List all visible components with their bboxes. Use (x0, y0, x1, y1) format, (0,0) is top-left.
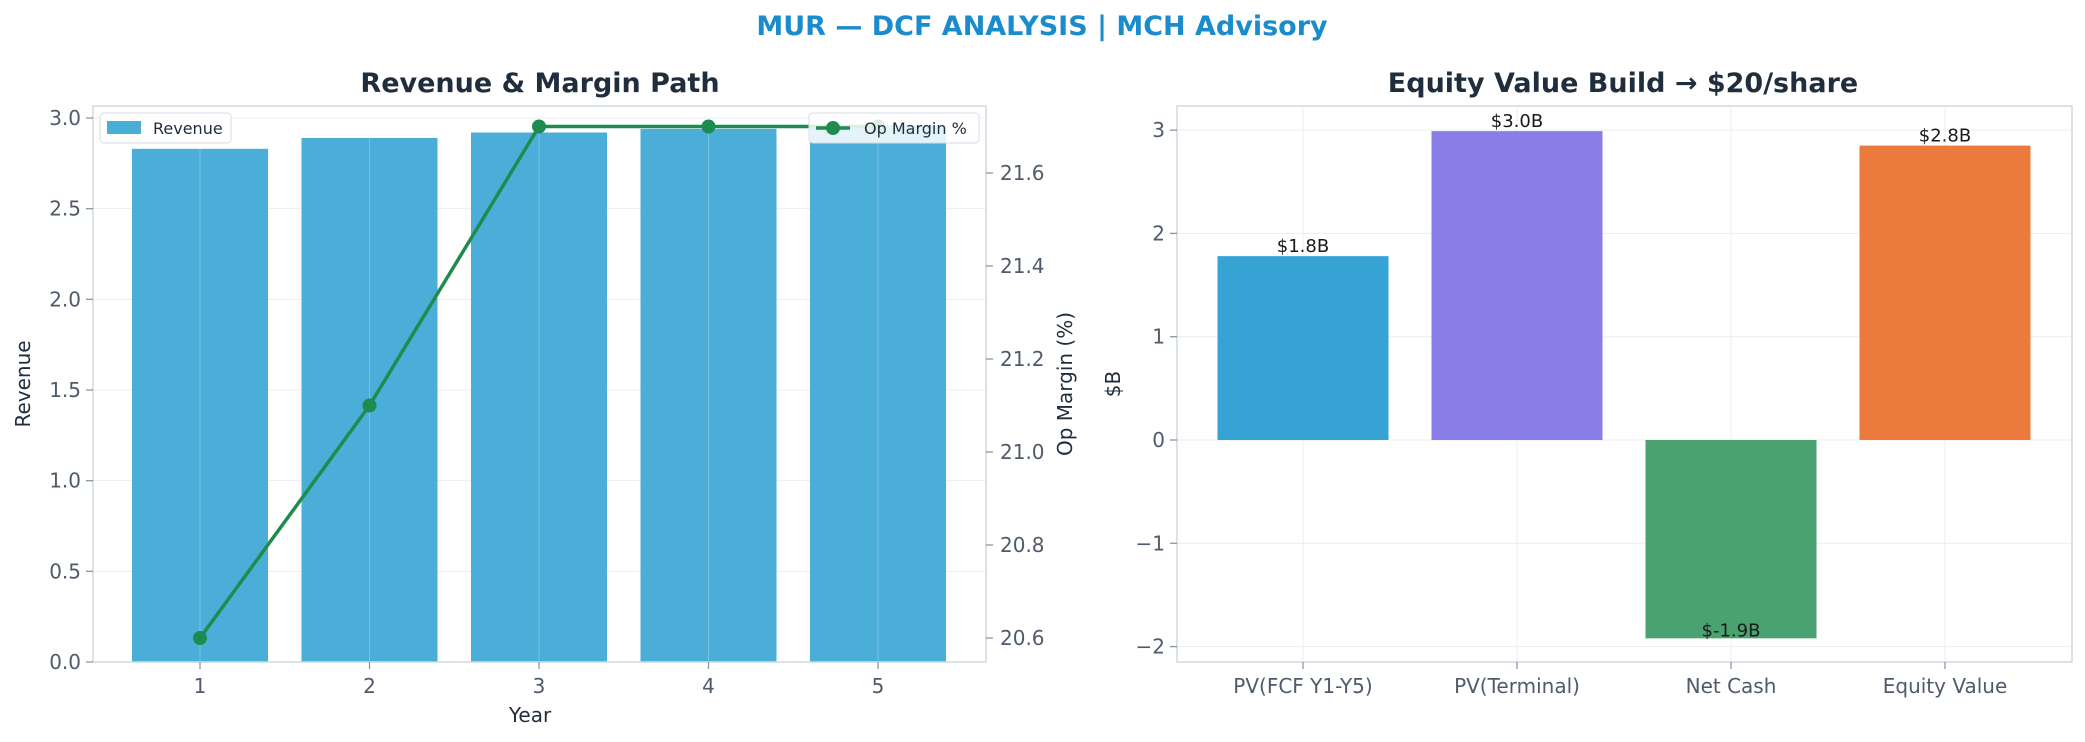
revenue-tick-label: 1.0 (49, 469, 81, 493)
op-margin-point-year-1 (193, 631, 207, 645)
op-margin-ylabel: Op Margin (%) (1053, 312, 1077, 456)
equity-bar-equity-value (1859, 145, 2031, 440)
year-x-ticks: 1 2 3 4 5 (194, 662, 885, 698)
equity-data-label-pv-fcf-y1-y5: $1.8B (1277, 236, 1329, 257)
op-margin-tick-label: 21.4 (1000, 254, 1045, 278)
op-margin-tick-label: 21.6 (1000, 161, 1045, 185)
equity-tick-label: 0 (1152, 428, 1165, 452)
legend-op-margin-marker (826, 121, 840, 135)
legend-revenue-label: Revenue (153, 119, 223, 138)
equity-build-ylabel: $B (1101, 371, 1125, 397)
op-margin-tick-label: 21.0 (1000, 440, 1045, 464)
revenue-tick-label: 0.0 (49, 650, 81, 674)
figure-suptitle: MUR — DCF ANALYSIS | MCH Advisory (756, 11, 1328, 42)
revenue-margin-xlabel: Year (508, 703, 552, 727)
equity-tick-label: 2 (1152, 221, 1165, 245)
revenue-bar-year-4 (640, 128, 777, 662)
equity-data-label-net-cash: $-1.9B (1702, 620, 1761, 641)
op-margin-tick-label: 20.6 (1000, 626, 1045, 650)
equity-tick-label: 3 (1152, 118, 1165, 142)
equity-x-tick-label: Equity Value (1883, 674, 2008, 698)
equity-x-tick-label: Net Cash (1686, 674, 1777, 698)
equity-bar-net-cash (1645, 440, 1817, 639)
equity-tick-label: 1 (1152, 325, 1165, 349)
year-tick-label: 4 (702, 674, 715, 698)
revenue-y-ticks: 0.0 0.5 1.0 1.5 2.0 2.5 3.0 (49, 106, 93, 674)
year-tick-label: 5 (872, 674, 885, 698)
revenue-margin-chart: Revenue & Margin Path 0.0 0.5 1.0 1.5 2.0 2.5… (11, 68, 1077, 727)
op-margin-y-ticks: 20.6 20.8 21.0 21.2 21.4 21.6 (986, 161, 1045, 650)
equity-x-tick-label: PV(FCF Y1-Y5) (1233, 674, 1372, 698)
op-margin-tick-label: 21.2 (1000, 347, 1045, 371)
revenue-tick-label: 0.5 (49, 559, 81, 583)
revenue-margin-vgrid (199, 106, 879, 662)
equity-data-label-pv-terminal: $3.0B (1491, 111, 1543, 132)
legend-op-margin: Op Margin % (808, 112, 980, 144)
revenue-tick-label: 3.0 (49, 106, 81, 130)
equity-build-chart: Equity Value Build → $20/share $1.8B $3.0… (1101, 68, 2073, 698)
equity-bar-pv-terminal (1431, 131, 1603, 440)
equity-tick-label: −2 (1136, 635, 1165, 659)
op-margin-line-group (193, 119, 885, 645)
equity-build-data-labels: $1.8B $3.0B $-1.9B $2.8B (1277, 111, 1971, 641)
legend-op-margin-box (808, 112, 980, 144)
equity-build-plot-frame (1176, 105, 2073, 663)
revenue-tick-label: 1.5 (49, 378, 81, 402)
op-margin-tick-label: 20.8 (1000, 533, 1045, 557)
equity-x-tick-label: PV(Terminal) (1454, 674, 1580, 698)
legend-revenue-box (99, 112, 232, 144)
year-tick-label: 2 (363, 674, 376, 698)
revenue-tick-label: 2.0 (49, 287, 81, 311)
year-tick-label: 3 (533, 674, 546, 698)
op-margin-point-year-4 (701, 119, 716, 134)
revenue-margin-title: Revenue & Margin Path (360, 68, 719, 99)
revenue-bars (132, 125, 946, 663)
equity-bar-pv-fcf-y1-y5 (1217, 256, 1389, 440)
legend-op-margin-label: Op Margin % (864, 119, 967, 138)
equity-build-title: Equity Value Build → $20/share (1388, 68, 1858, 99)
revenue-bar-year-3 (471, 132, 607, 663)
year-tick-label: 1 (194, 674, 207, 698)
revenue-ylabel: Revenue (11, 340, 35, 427)
revenue-bar-year-5 (810, 125, 946, 662)
legend-revenue-swatch (107, 121, 141, 134)
revenue-tick-label: 2.5 (49, 197, 81, 221)
equity-tick-label: −1 (1136, 531, 1165, 555)
equity-build-bars (1217, 131, 2031, 639)
equity-build-y-ticks: −2 −1 0 1 2 3 (1136, 118, 1177, 659)
equity-build-x-ticks: PV(FCF Y1-Y5) PV(Terminal) Net Cash Equity … (1233, 662, 2007, 698)
legend-revenue: Revenue (99, 112, 232, 144)
equity-data-label-equity-value: $2.8B (1919, 126, 1971, 147)
op-margin-point-year-2 (362, 398, 377, 413)
op-margin-point-year-3 (532, 119, 546, 134)
